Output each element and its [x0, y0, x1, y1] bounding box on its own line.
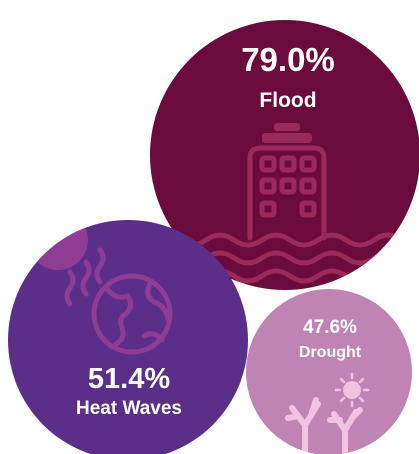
bubble-heat-waves-label: Heat Waves [76, 398, 182, 419]
bubble-drought-label: Drought [299, 344, 362, 361]
bubble-heat-waves-value: 51.4% [88, 363, 170, 395]
bubble-drought-value: 47.6% [303, 317, 357, 338]
bubble-flood-label: Flood [259, 89, 316, 112]
bubble-flood: 79.0% Flood [150, 20, 419, 290]
flooded-building-icon [150, 123, 405, 284]
bubble-drought: 47.6% Drought [246, 289, 412, 454]
dry-trees-sun-icon [285, 372, 370, 454]
bubble-flood-value: 79.0% [241, 41, 335, 78]
bubble-drought-circle [246, 289, 412, 454]
bubble-heat-waves-circle [8, 220, 248, 454]
bubble-flood-circle [150, 20, 419, 290]
